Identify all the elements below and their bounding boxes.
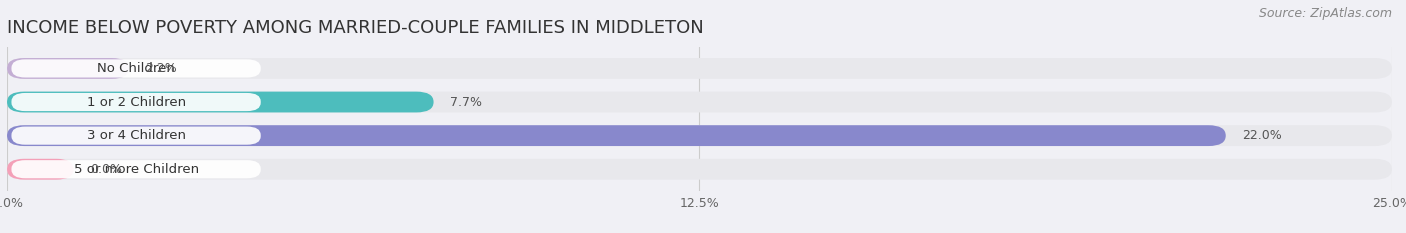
FancyBboxPatch shape (7, 58, 1392, 79)
FancyBboxPatch shape (7, 92, 1392, 113)
Text: 5 or more Children: 5 or more Children (73, 163, 198, 176)
FancyBboxPatch shape (7, 159, 73, 180)
Text: 3 or 4 Children: 3 or 4 Children (87, 129, 186, 142)
Text: 2.2%: 2.2% (146, 62, 177, 75)
Text: No Children: No Children (97, 62, 174, 75)
Text: INCOME BELOW POVERTY AMONG MARRIED-COUPLE FAMILIES IN MIDDLETON: INCOME BELOW POVERTY AMONG MARRIED-COUPL… (7, 19, 704, 37)
FancyBboxPatch shape (7, 125, 1226, 146)
Text: 22.0%: 22.0% (1243, 129, 1282, 142)
FancyBboxPatch shape (7, 92, 433, 113)
Text: 7.7%: 7.7% (450, 96, 482, 109)
FancyBboxPatch shape (11, 160, 260, 178)
FancyBboxPatch shape (11, 59, 260, 78)
FancyBboxPatch shape (11, 127, 260, 145)
FancyBboxPatch shape (7, 125, 1392, 146)
FancyBboxPatch shape (11, 93, 260, 111)
FancyBboxPatch shape (7, 159, 1392, 180)
Text: 0.0%: 0.0% (90, 163, 122, 176)
Text: 1 or 2 Children: 1 or 2 Children (87, 96, 186, 109)
FancyBboxPatch shape (7, 58, 129, 79)
Text: Source: ZipAtlas.com: Source: ZipAtlas.com (1258, 7, 1392, 20)
